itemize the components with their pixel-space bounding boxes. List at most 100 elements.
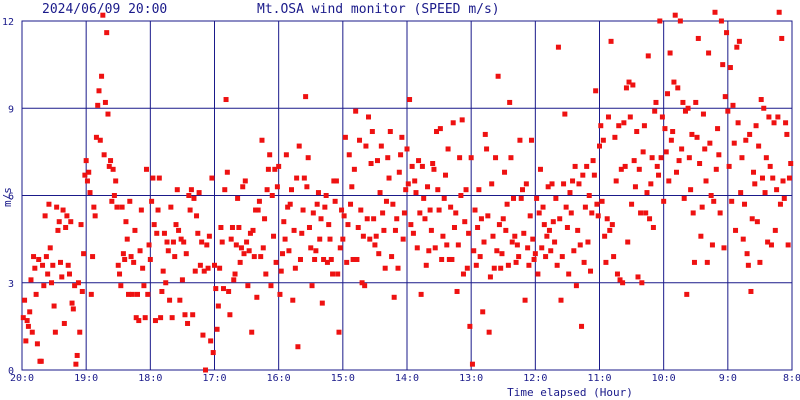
data-point: [734, 44, 740, 50]
data-point: [327, 236, 333, 242]
data-point: [496, 222, 502, 228]
data-point: [194, 213, 200, 219]
data-point: [527, 213, 533, 219]
data-point: [784, 131, 790, 137]
data-point: [264, 187, 270, 193]
data-point: [126, 291, 132, 297]
data-point: [544, 233, 550, 239]
data-point: [509, 239, 515, 245]
data-point: [473, 262, 479, 268]
data-point: [590, 158, 596, 164]
data-point: [408, 222, 414, 228]
data-point: [443, 172, 448, 178]
data-point: [703, 178, 709, 184]
data-point: [335, 271, 341, 277]
data-point: [362, 283, 368, 289]
data-point: [471, 248, 477, 254]
data-point: [641, 123, 647, 129]
data-point: [586, 193, 592, 198]
data-point: [332, 198, 338, 204]
data-point: [350, 256, 356, 262]
data-point: [201, 268, 207, 274]
data-point: [217, 265, 223, 271]
data-point: [758, 97, 764, 103]
data-point: [448, 204, 454, 210]
data-point: [566, 271, 572, 277]
data-point: [253, 207, 259, 213]
data-point: [430, 161, 436, 167]
data-point: [181, 239, 187, 245]
data-point: [657, 18, 663, 24]
data-point: [554, 262, 560, 268]
data-point: [475, 224, 481, 230]
y-tick-label: 6: [8, 192, 14, 203]
data-point: [95, 102, 101, 108]
data-point: [47, 245, 53, 251]
data-point: [602, 233, 608, 239]
data-point: [280, 251, 286, 257]
data-point: [309, 283, 315, 289]
data-point: [140, 265, 146, 271]
data-point: [553, 195, 559, 201]
data-point: [314, 201, 320, 207]
data-point: [607, 227, 613, 233]
data-point: [353, 108, 359, 114]
data-point: [665, 91, 671, 97]
data-point: [319, 300, 325, 306]
data-point: [743, 137, 749, 143]
data-point: [495, 73, 501, 79]
data-point: [90, 254, 96, 260]
data-point: [667, 50, 673, 56]
data-point: [704, 259, 710, 265]
data-point: [283, 152, 289, 158]
data-point: [413, 190, 419, 196]
data-point: [367, 236, 373, 242]
data-point: [29, 329, 35, 335]
data-point: [439, 256, 445, 262]
data-point: [645, 53, 651, 59]
data-point: [440, 233, 446, 239]
data-point: [371, 216, 377, 222]
data-point: [507, 99, 513, 105]
data-point: [312, 256, 318, 262]
data-points: [20, 9, 794, 373]
data-point: [768, 242, 774, 248]
data-point: [84, 178, 90, 184]
data-point: [143, 166, 149, 172]
data-point: [97, 137, 103, 143]
data-point: [630, 82, 636, 88]
data-point: [118, 283, 124, 289]
data-point: [135, 291, 140, 297]
data-point: [666, 178, 672, 184]
data-point: [336, 329, 342, 335]
data-point: [537, 166, 543, 172]
data-point: [197, 262, 203, 268]
data-point: [50, 262, 56, 268]
data-point: [766, 114, 772, 120]
data-point: [231, 277, 237, 283]
data-point: [759, 175, 765, 181]
data-point: [147, 256, 153, 262]
data-point: [51, 303, 57, 309]
data-point: [548, 248, 554, 254]
data-point: [672, 12, 678, 18]
data-point: [481, 239, 487, 245]
data-point: [387, 129, 393, 135]
data-point: [120, 251, 126, 257]
data-point: [752, 181, 758, 187]
data-point: [543, 254, 549, 260]
data-point: [223, 97, 229, 103]
data-point: [142, 315, 148, 321]
data-point: [476, 187, 482, 193]
data-point: [91, 204, 97, 210]
data-point: [577, 242, 583, 248]
data-point: [102, 99, 108, 105]
data-point: [756, 143, 762, 149]
data-point: [244, 239, 250, 245]
data-point: [141, 283, 147, 289]
data-point: [83, 158, 89, 164]
data-point: [677, 18, 683, 24]
timestamp-label: 2024/06/09 20:00: [42, 2, 167, 17]
data-point: [514, 242, 520, 248]
